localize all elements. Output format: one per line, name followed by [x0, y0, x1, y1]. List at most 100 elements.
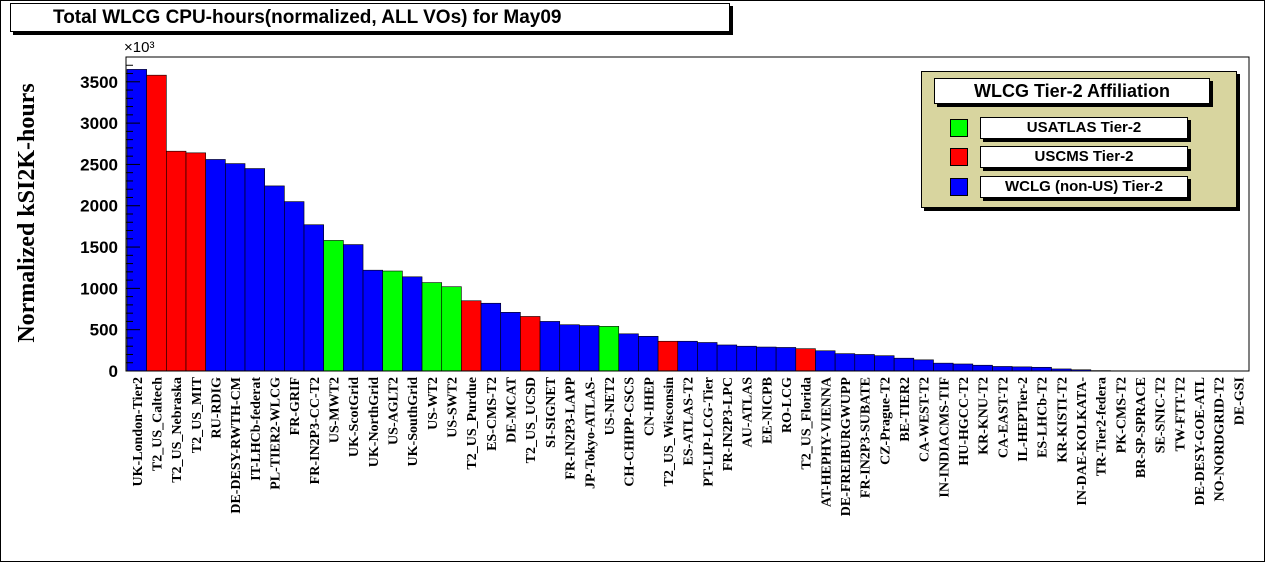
x-tick-label: UK-NorthGrid	[367, 377, 382, 467]
bar-es-lhcb-t2	[1031, 366, 1052, 372]
x-tick-label: SI-SIGNET	[544, 376, 559, 447]
y-axis-label: Normalized kSI2K-hours	[14, 83, 40, 342]
x-tick-label: CH-CHIPP-CSCS	[623, 377, 638, 487]
bar-fr-in2p3-subate	[854, 354, 875, 372]
bar-t2-us-purdue	[461, 300, 482, 372]
bar-t2-us-ucsd	[520, 316, 541, 372]
bar-es-cms-t2	[480, 302, 502, 372]
bar-uk-scotgrid	[343, 244, 364, 372]
bar-us-swt2	[441, 286, 462, 372]
bar-de-mcat	[500, 312, 521, 372]
bar-in-indiacms-tif	[933, 362, 954, 372]
x-tick-label: FR-IN2P3-SUBATE	[859, 377, 874, 498]
x-tick-label: KR-KNU-T2	[977, 377, 992, 455]
chart-title: Total WLCG CPU-hours(normalized, ALL VOs…	[53, 7, 562, 28]
bar-cn-ihep	[638, 335, 659, 372]
chart-title-box: Total WLCG CPU-hours(normalized, ALL VOs…	[10, 3, 730, 32]
bar-ru-rdig	[205, 159, 226, 372]
bar-jp-tokyo-atlas-	[579, 325, 600, 372]
x-tick-label: DE-FREIBURGWUPP	[839, 377, 854, 517]
x-tick-label: UK-ScotGrid	[347, 377, 362, 457]
legend-label-usatlas: USATLAS Tier-2	[980, 117, 1188, 139]
x-tick-label: US-SWT2	[446, 377, 461, 438]
bar-de-desy-rwth-cm	[225, 163, 246, 372]
x-tick-label: ES-LHCb-T2	[1036, 377, 1051, 458]
x-tick-labels: UK-London-Tier2 T2_US_Caltech T2_US_Nebras…	[131, 376, 1248, 516]
x-tick-label: US-AGLT2	[387, 377, 402, 445]
x-tick-label: T2_US_Wisconsin	[662, 377, 677, 487]
bar-t2-us-mit	[185, 152, 206, 372]
bar-kr-knu-t2	[972, 364, 993, 372]
bar-fr-grif	[284, 201, 305, 372]
x-tick-label: CZ-Prague-T2	[878, 377, 893, 465]
x-tick-label: BR-SP-SPRACE	[1134, 377, 1149, 478]
bar-t2-us-nebraska	[166, 150, 187, 372]
bar-be-tier2	[893, 357, 915, 372]
bar-de-freiburgwupp	[834, 353, 856, 372]
bar-at-hephy-vienna	[815, 350, 836, 372]
bar-it-lhcb-federat	[244, 168, 265, 372]
y-axis-multiplier: ×10³	[124, 39, 154, 56]
x-tick-label: EE-NICPB	[760, 377, 775, 444]
x-tick-label: RO-LCG	[780, 377, 795, 433]
legend-title: WLCG Tier-2 Affiliation	[934, 78, 1210, 104]
x-tick-label: US-MWT2	[328, 377, 343, 443]
x-tick-label: T2_US_Florida	[800, 377, 815, 470]
bar-t2-us-caltech	[146, 74, 167, 372]
bars-layer	[126, 69, 1190, 372]
x-tick-label: TW-FTT-T2	[1173, 377, 1188, 451]
x-tick-label: DE-DESY-RWTH-CM	[229, 377, 244, 514]
x-tick-label: AU-ATLAS	[741, 377, 756, 448]
legend: WLCG Tier-2 Affiliation USATLAS Tier-2 U…	[921, 71, 1237, 208]
bar-il-heptier-2	[1011, 366, 1033, 372]
x-tick-label: ES-CMS-T2	[485, 377, 500, 451]
plot-frame	[125, 56, 1250, 372]
y-tick-label: 500	[90, 321, 118, 340]
bar-cz-prague-t2	[874, 355, 895, 372]
x-tick-label: T2_US_UCSD	[524, 377, 539, 463]
bar-hu-hgcc-t2	[952, 363, 974, 372]
y-tick-label: 3500	[80, 73, 118, 92]
bar-uk-southgrid	[402, 276, 423, 372]
x-tick-label: FR-IN2P3-CC-T2	[308, 377, 323, 484]
x-tick-label: NO-NORDGRID-T2	[1213, 377, 1228, 501]
x-tick-label: T2_US_Nebraska	[170, 377, 185, 483]
x-tick-label: US-NET2	[603, 377, 618, 435]
bar-fr-in2p3-cc-t2	[303, 224, 324, 372]
y-tick-label: 3000	[80, 114, 118, 133]
bar-ee-nicpb	[756, 346, 777, 372]
x-tick-label: FR-IN2P3-LPC	[721, 377, 736, 471]
x-tick-label: PT-LIP-LCG-Tier	[701, 377, 716, 487]
x-tick-label: T2_US_MIT	[190, 376, 205, 453]
x-tick-label: DE-MCAT	[505, 376, 520, 443]
x-tick-label: AT-HEPHY-VIENNA	[819, 376, 834, 507]
x-tick-label: PL-TIER2-WLCG	[269, 377, 284, 490]
x-tick-label: UK-London-Tier2	[131, 377, 146, 486]
x-tick-label: JP-Tokyo-ATLAS-	[583, 377, 598, 489]
x-tick-label: PK-CMS-T2	[1114, 377, 1129, 453]
legend-label-wlcg: WCLG (non-US) Tier-2	[980, 176, 1188, 198]
bar-es-atlas-t2	[677, 340, 698, 372]
bar-us-wt2	[421, 282, 443, 372]
x-tick-label: CN-IHEP	[642, 377, 657, 437]
bar-fr-in2p3-lpc	[716, 344, 738, 372]
x-tick-label: DE-DESY-GOE-ATL	[1193, 377, 1208, 505]
x-tick-label: HU-HGCC-T2	[957, 377, 972, 466]
legend-swatch-wlcg	[950, 178, 968, 196]
bar-ca-east-t2	[992, 366, 1013, 372]
legend-swatch-uscms	[950, 148, 968, 166]
bar-us-aglt2	[382, 270, 403, 372]
x-tick-label: TR-Tier2-federa	[1095, 377, 1110, 476]
bar-ro-lcg	[775, 347, 797, 372]
x-tick-label: FR-IN2P3-LAPP	[564, 377, 579, 480]
x-tick-label: RU-RDIG	[210, 377, 225, 439]
x-tick-label: IN-INDIACMS-TIF	[937, 377, 952, 498]
bar-us-mwt2	[323, 240, 344, 372]
legend-label-uscms: USCMS Tier-2	[980, 146, 1188, 168]
bar-au-atlas	[736, 345, 757, 372]
y-tick-label: 2000	[80, 197, 118, 216]
bar-ca-west-t2	[913, 359, 934, 372]
x-tick-label: SE-SNIC-T2	[1154, 377, 1169, 453]
x-tick-label: IT-LHCb-federat	[249, 377, 264, 481]
bar-uk-northgrid	[362, 269, 384, 372]
